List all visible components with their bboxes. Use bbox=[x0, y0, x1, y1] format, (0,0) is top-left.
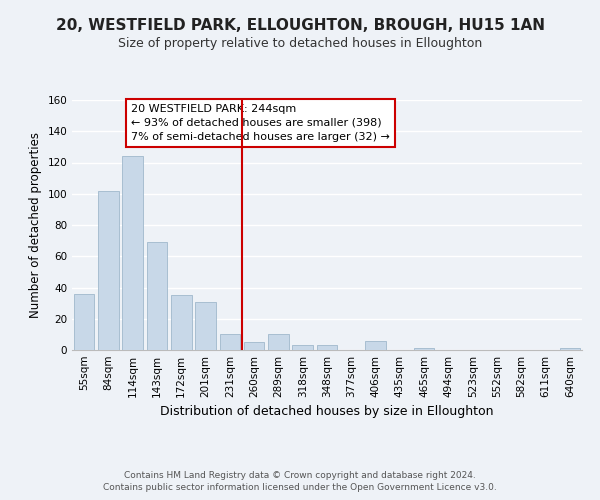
Bar bbox=[195, 302, 216, 350]
Bar bbox=[317, 346, 337, 350]
Bar bbox=[171, 296, 191, 350]
X-axis label: Distribution of detached houses by size in Elloughton: Distribution of detached houses by size … bbox=[160, 406, 494, 418]
Bar bbox=[98, 190, 119, 350]
Bar bbox=[146, 242, 167, 350]
Bar bbox=[292, 346, 313, 350]
Bar bbox=[268, 334, 289, 350]
Y-axis label: Number of detached properties: Number of detached properties bbox=[29, 132, 42, 318]
Bar bbox=[560, 348, 580, 350]
Bar bbox=[220, 334, 240, 350]
Text: Size of property relative to detached houses in Elloughton: Size of property relative to detached ho… bbox=[118, 38, 482, 51]
Bar bbox=[244, 342, 265, 350]
Bar bbox=[365, 340, 386, 350]
Text: 20 WESTFIELD PARK: 244sqm
← 93% of detached houses are smaller (398)
7% of semi-: 20 WESTFIELD PARK: 244sqm ← 93% of detac… bbox=[131, 104, 389, 142]
Text: 20, WESTFIELD PARK, ELLOUGHTON, BROUGH, HU15 1AN: 20, WESTFIELD PARK, ELLOUGHTON, BROUGH, … bbox=[56, 18, 545, 32]
Bar bbox=[74, 294, 94, 350]
Bar bbox=[122, 156, 143, 350]
Text: Contains HM Land Registry data © Crown copyright and database right 2024.: Contains HM Land Registry data © Crown c… bbox=[124, 471, 476, 480]
Text: Contains public sector information licensed under the Open Government Licence v3: Contains public sector information licen… bbox=[103, 484, 497, 492]
Bar bbox=[414, 348, 434, 350]
